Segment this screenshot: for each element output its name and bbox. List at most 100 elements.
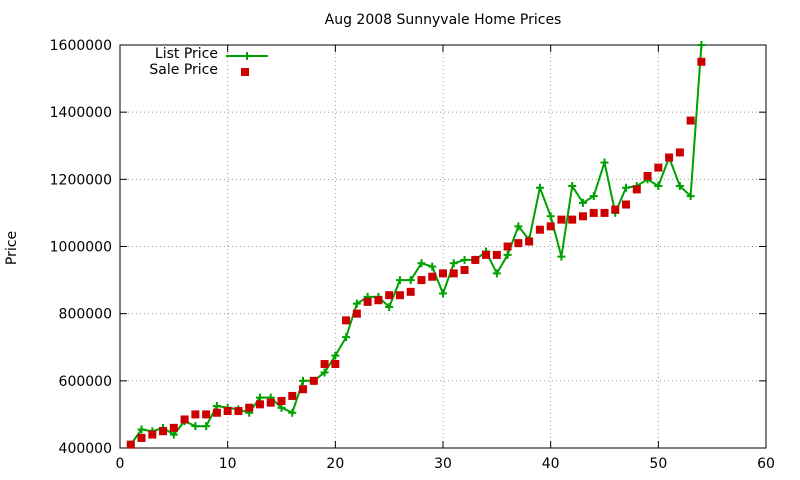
- list-price-point: [600, 158, 609, 167]
- sale-price-point: [245, 403, 254, 412]
- list-price-point: [169, 430, 178, 439]
- sale-price-point: [169, 423, 178, 432]
- list-price-point: [342, 333, 351, 342]
- sale-price-point: [654, 163, 663, 172]
- sale-price-point: [589, 208, 598, 217]
- sale-price-point: [568, 215, 577, 224]
- sale-price-point: [417, 276, 426, 285]
- y-tick-label: 1600000: [50, 38, 112, 54]
- y-axis-label: Price: [4, 230, 20, 266]
- sale-price-point: [331, 360, 340, 369]
- sale-price-point: [352, 309, 361, 318]
- y-tick-label: 1200000: [50, 172, 112, 188]
- sale-price-point: [266, 398, 275, 407]
- sale-price-point: [406, 287, 415, 296]
- sale-price-point: [546, 222, 555, 231]
- sale-price-point: [342, 316, 351, 325]
- list-price-point: [202, 422, 211, 431]
- sale-price-point: [191, 410, 200, 419]
- sale-price-point: [611, 205, 620, 214]
- sale-price-point: [309, 376, 318, 385]
- x-tick-label: 30: [434, 456, 452, 472]
- sale-price-point: [180, 415, 189, 424]
- x-tick-label: 10: [219, 456, 237, 472]
- grid-lines: [120, 45, 766, 448]
- sale-price-point: [385, 291, 394, 300]
- sale-price-point: [492, 250, 501, 259]
- series-layer: [126, 41, 706, 449]
- sale-price-point: [503, 242, 512, 251]
- chart-title: Aug 2008 Sunnyvale Home Prices: [324, 12, 562, 28]
- sale-price-point: [288, 391, 297, 400]
- list-price-point: [622, 183, 631, 192]
- sale-price-point: [622, 200, 631, 209]
- list-price-point: [492, 269, 501, 278]
- x-tick-label: 50: [649, 456, 667, 472]
- list-price-point: [449, 259, 458, 268]
- list-price-point: [255, 393, 264, 402]
- list-price-point: [417, 259, 426, 268]
- sale-price-point: [439, 269, 447, 278]
- sale-price-point: [449, 269, 458, 278]
- sale-price-point: [525, 237, 534, 246]
- y-tick-label: 400000: [59, 441, 112, 457]
- list-price-point: [191, 422, 200, 431]
- sale-price-point: [255, 400, 264, 409]
- list-price-point: [697, 41, 706, 49]
- list-price-point: [439, 289, 447, 298]
- sale-price-point: [234, 407, 243, 416]
- sale-price-point: [395, 291, 404, 300]
- sale-price-point: [363, 297, 372, 306]
- list-price-point: [137, 425, 146, 434]
- sale-price-point: [557, 215, 566, 224]
- sale-price-point: [514, 239, 523, 248]
- y-tick-label: 1400000: [50, 105, 112, 121]
- axis-ticks: 0 10 20 30 40 50 60 400000 600000 800000 1000000 12…: [50, 38, 775, 472]
- list-price-point: [686, 192, 695, 201]
- sale-price-point: [320, 360, 329, 369]
- sale-price-point: [578, 212, 587, 221]
- list-price-point: [578, 198, 587, 207]
- sale-price-point: [665, 153, 674, 162]
- sale-price-point: [675, 148, 684, 157]
- sale-price-point: [374, 296, 383, 305]
- sale-price-point: [428, 272, 437, 281]
- y-tick-label: 1000000: [50, 240, 112, 256]
- list-price-point: [654, 182, 663, 191]
- list-price-point: [535, 183, 544, 192]
- sale-price-point: [697, 57, 706, 66]
- sale-price-point: [223, 407, 232, 416]
- list-price-point: [320, 368, 329, 377]
- list-price-point: [514, 222, 523, 231]
- legend-marker-list-price: [243, 52, 251, 60]
- list-price-point: [503, 250, 512, 259]
- list-price-point: [428, 262, 437, 271]
- legend-label-list-price: List Price: [154, 46, 218, 62]
- y-tick-label: 600000: [59, 374, 112, 390]
- list-price-point: [277, 403, 286, 412]
- list-price-point: [385, 302, 394, 311]
- list-price-point: [568, 182, 577, 191]
- legend-swatches: [226, 52, 268, 76]
- sale-price-point: [277, 396, 286, 405]
- x-tick-label: 40: [542, 456, 560, 472]
- sale-price-point: [299, 385, 308, 394]
- series-line-list-price: [129, 44, 703, 446]
- list-price-point: [546, 212, 555, 221]
- sale-price-point: [686, 116, 695, 125]
- sale-price-point: [471, 255, 480, 264]
- x-tick-label: 20: [326, 456, 344, 472]
- sale-price-point: [482, 250, 491, 259]
- list-price-point: [331, 351, 340, 360]
- list-price-point: [299, 376, 308, 385]
- y-tick-label: 800000: [59, 307, 112, 323]
- list-price-point: [675, 182, 684, 191]
- list-price-point: [406, 276, 415, 285]
- list-price-point: [460, 255, 469, 264]
- sale-price-point: [535, 225, 544, 234]
- sale-price-point: [137, 433, 146, 442]
- sale-price-point: [643, 171, 652, 180]
- sale-price-point: [212, 408, 221, 417]
- list-price-point: [352, 299, 361, 308]
- list-price-point: [288, 408, 297, 417]
